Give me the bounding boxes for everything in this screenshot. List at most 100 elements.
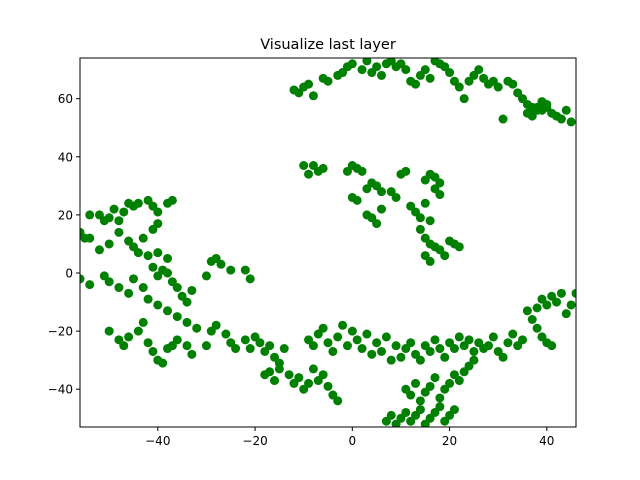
data-point-194 bbox=[547, 341, 557, 351]
data-point-29 bbox=[138, 233, 148, 243]
data-point-2 bbox=[85, 210, 95, 220]
y-tick-label-40: 40 bbox=[58, 150, 73, 164]
data-point-33 bbox=[104, 277, 114, 287]
data-point-250 bbox=[347, 59, 357, 69]
data-point-147 bbox=[508, 329, 518, 339]
data-point-8 bbox=[119, 207, 129, 217]
data-point-63 bbox=[124, 332, 134, 342]
data-point-6 bbox=[109, 204, 119, 214]
data-point-37 bbox=[138, 283, 148, 293]
data-point-130 bbox=[425, 346, 435, 356]
data-point-75 bbox=[201, 341, 211, 351]
data-point-49 bbox=[182, 317, 192, 327]
data-point-168 bbox=[415, 396, 425, 406]
data-point-53 bbox=[201, 271, 211, 281]
data-point-30 bbox=[80, 274, 85, 284]
data-point-81 bbox=[240, 335, 250, 345]
data-point-243 bbox=[304, 79, 314, 89]
points-layer bbox=[80, 58, 576, 427]
data-point-221 bbox=[420, 198, 430, 208]
axes-layer: −40 −20 0 20 40 −40 −20 0 20 40 60 bbox=[48, 57, 577, 448]
data-point-47 bbox=[163, 306, 173, 316]
data-point-161 bbox=[435, 402, 445, 412]
data-point-229 bbox=[415, 224, 425, 234]
data-point-264 bbox=[420, 65, 430, 75]
data-point-279 bbox=[493, 82, 503, 92]
data-point-7 bbox=[114, 216, 124, 226]
y-tick-label-0: 0 bbox=[65, 267, 73, 281]
data-point-135 bbox=[449, 344, 459, 354]
data-point-101 bbox=[318, 370, 328, 380]
data-point-106 bbox=[308, 341, 318, 351]
data-point-280 bbox=[498, 114, 508, 124]
data-point-190 bbox=[571, 288, 576, 298]
data-point-108 bbox=[318, 323, 328, 333]
data-point-215 bbox=[391, 192, 401, 202]
data-point-282 bbox=[508, 79, 518, 89]
data-point-292 bbox=[556, 114, 566, 124]
data-point-180 bbox=[522, 306, 532, 316]
data-point-188 bbox=[561, 309, 571, 319]
x-tick-label-0: 0 bbox=[348, 434, 356, 448]
data-point-57 bbox=[226, 265, 236, 275]
data-point-121 bbox=[381, 332, 391, 342]
data-point-251 bbox=[357, 65, 367, 75]
data-point-212 bbox=[372, 219, 382, 229]
data-point-176 bbox=[454, 376, 464, 386]
data-point-296 bbox=[527, 111, 537, 121]
data-point-80 bbox=[231, 344, 241, 354]
data-point-72 bbox=[172, 335, 182, 345]
data-point-114 bbox=[347, 326, 357, 336]
data-point-217 bbox=[401, 166, 411, 176]
y-tick-label-60: 60 bbox=[58, 92, 73, 106]
data-point-174 bbox=[445, 378, 455, 388]
data-point-157 bbox=[415, 405, 425, 415]
data-point-146 bbox=[503, 338, 513, 348]
data-point-293 bbox=[561, 105, 571, 115]
data-point-131 bbox=[430, 335, 440, 345]
data-point-220 bbox=[415, 213, 425, 223]
data-point-112 bbox=[338, 320, 348, 330]
data-point-294 bbox=[566, 117, 576, 127]
data-point-271 bbox=[454, 82, 464, 92]
data-point-151 bbox=[386, 410, 396, 420]
x-tick-label--40: −40 bbox=[145, 434, 170, 448]
data-point-205 bbox=[352, 195, 362, 205]
data-point-66 bbox=[143, 338, 153, 348]
data-point-202 bbox=[357, 166, 367, 176]
data-point-260 bbox=[401, 65, 411, 75]
data-point-77 bbox=[211, 320, 221, 330]
data-point-78 bbox=[221, 329, 231, 339]
data-point-64 bbox=[133, 326, 143, 336]
data-point-5 bbox=[104, 213, 114, 223]
data-point-113 bbox=[342, 341, 352, 351]
data-point-272 bbox=[459, 94, 469, 104]
data-point-143 bbox=[488, 332, 498, 342]
data-point-73 bbox=[182, 341, 192, 351]
data-point-237 bbox=[454, 242, 464, 252]
data-point-46 bbox=[153, 300, 163, 310]
data-point-62 bbox=[119, 341, 129, 351]
data-point-154 bbox=[401, 407, 411, 417]
data-point-50 bbox=[192, 323, 202, 333]
data-point-59 bbox=[245, 274, 255, 284]
data-point-187 bbox=[556, 288, 566, 298]
data-point-145 bbox=[498, 352, 508, 362]
data-point-38 bbox=[148, 262, 158, 272]
data-point-164 bbox=[449, 405, 459, 415]
data-point-52 bbox=[187, 285, 197, 295]
data-point-56 bbox=[216, 259, 226, 269]
data-point-262 bbox=[411, 79, 421, 89]
data-point-184 bbox=[542, 300, 552, 310]
data-point-118 bbox=[367, 349, 377, 359]
data-point-102 bbox=[323, 381, 333, 391]
data-point-139 bbox=[469, 346, 479, 356]
data-point-191 bbox=[532, 323, 542, 333]
data-point-109 bbox=[323, 338, 333, 348]
data-point-15 bbox=[85, 233, 95, 243]
data-point-126 bbox=[406, 338, 416, 348]
data-point-181 bbox=[527, 314, 537, 324]
data-point-31 bbox=[85, 280, 95, 290]
data-point-28 bbox=[167, 195, 177, 205]
data-point-92 bbox=[270, 376, 280, 386]
